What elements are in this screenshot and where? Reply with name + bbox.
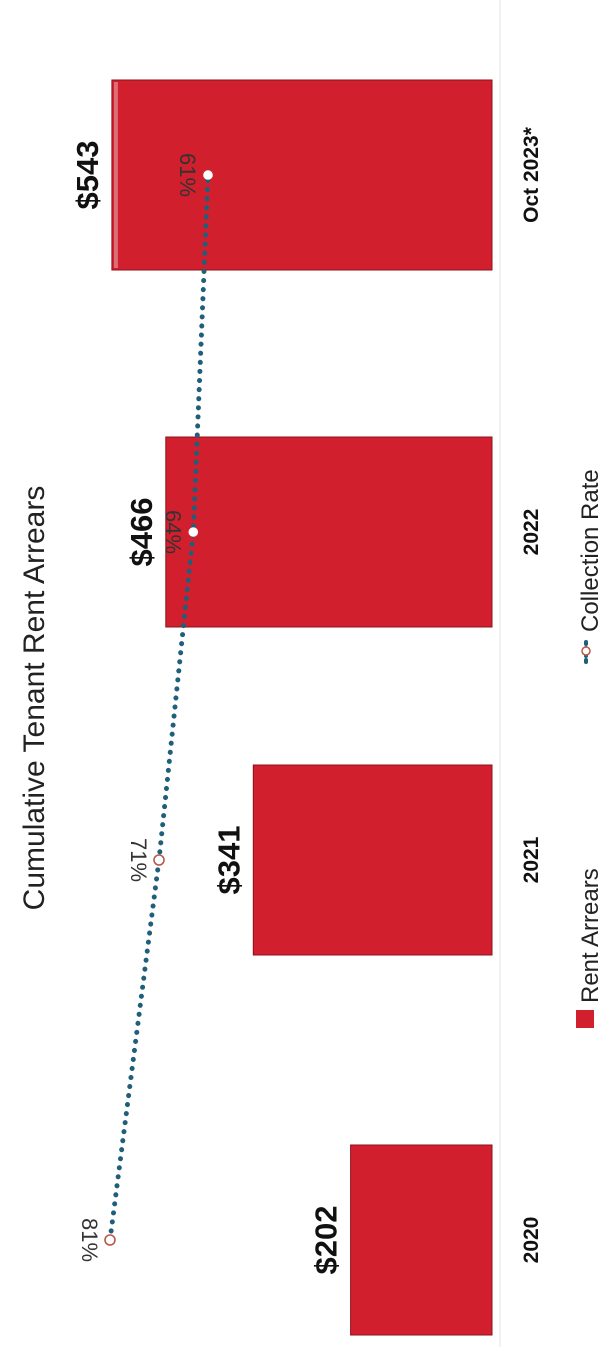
- legend-label-collection-rate: Collection Rate: [577, 469, 600, 632]
- legend: Rent Arrears Collection Rate: [576, 469, 600, 1028]
- chart-title: Cumulative Tenant Rent Arrears: [18, 486, 51, 911]
- bar-3-highlight: [113, 82, 118, 268]
- category-label-3: Oct 2023*: [520, 126, 543, 223]
- bars-layer: [111, 79, 493, 1336]
- collection-rate-point-0: [104, 1234, 116, 1246]
- legend-swatch-rent-arrears: [576, 1010, 594, 1028]
- collection-rate-label-0: 81%: [77, 1218, 102, 1262]
- collection-rate-point-2: [188, 527, 199, 537]
- bar-0: [350, 1144, 493, 1336]
- bar-2: [165, 436, 493, 628]
- category-label-2: 2022: [520, 509, 543, 556]
- bar-3: [111, 79, 493, 271]
- category-label-0: 2020: [520, 1217, 543, 1264]
- collection-rate-label-1: 71%: [126, 838, 151, 882]
- category-label-1: 2021: [520, 836, 543, 883]
- collection-rate-label-3: 61%: [175, 153, 200, 197]
- collection-rate-point-3: [203, 170, 213, 180]
- bar-1: [252, 764, 493, 956]
- collection-rate-label-2: 64%: [160, 510, 185, 554]
- legend-label-rent-arrears: Rent Arrears: [577, 868, 600, 1003]
- bar-value-label-0: $202: [309, 1206, 344, 1275]
- bar-value-label-3: $543: [70, 141, 105, 210]
- collection-rate-point-1: [153, 854, 165, 866]
- bar-value-label-1: $341: [211, 826, 246, 895]
- bar-value-label-2: $466: [124, 498, 159, 567]
- collection-rate-line: [104, 170, 213, 1246]
- collection-rate-path: [107, 172, 211, 1243]
- legend-marker-collection-rate: [581, 646, 591, 656]
- labels-layer: $202 2020 $341 2021 $466 2022 $543 Oct 2023* 81%…: [70, 126, 543, 1274]
